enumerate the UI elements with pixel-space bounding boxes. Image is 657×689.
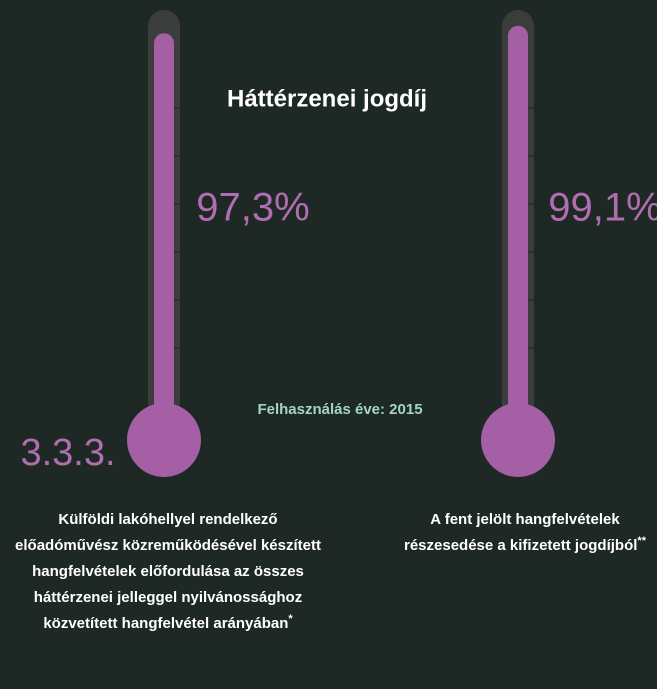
chart-title: Háttérzenei jogdíj — [227, 85, 427, 112]
description-text: A fent jelölt hangfelvételek részesedése… — [404, 511, 638, 554]
value-label: 97,3% — [196, 186, 309, 230]
value-label: 99,1% — [548, 186, 657, 230]
bulb — [481, 403, 555, 477]
bulb — [127, 403, 201, 477]
description-text: Külföldi lakóhellyel rendelkező előadómű… — [15, 511, 321, 632]
thermometer-fill — [154, 33, 174, 440]
footnote-mark: * — [288, 613, 293, 625]
footnote-mark: ** — [637, 535, 646, 547]
description: Külföldi lakóhellyel rendelkező előadómű… — [8, 507, 328, 637]
subtitle: Felhasználás éve: 2015 — [257, 401, 422, 418]
thermometer-fill — [508, 25, 528, 441]
section-number: 3.3.3. — [20, 432, 115, 474]
description: A fent jelölt hangfelvételek részesedése… — [400, 507, 650, 559]
